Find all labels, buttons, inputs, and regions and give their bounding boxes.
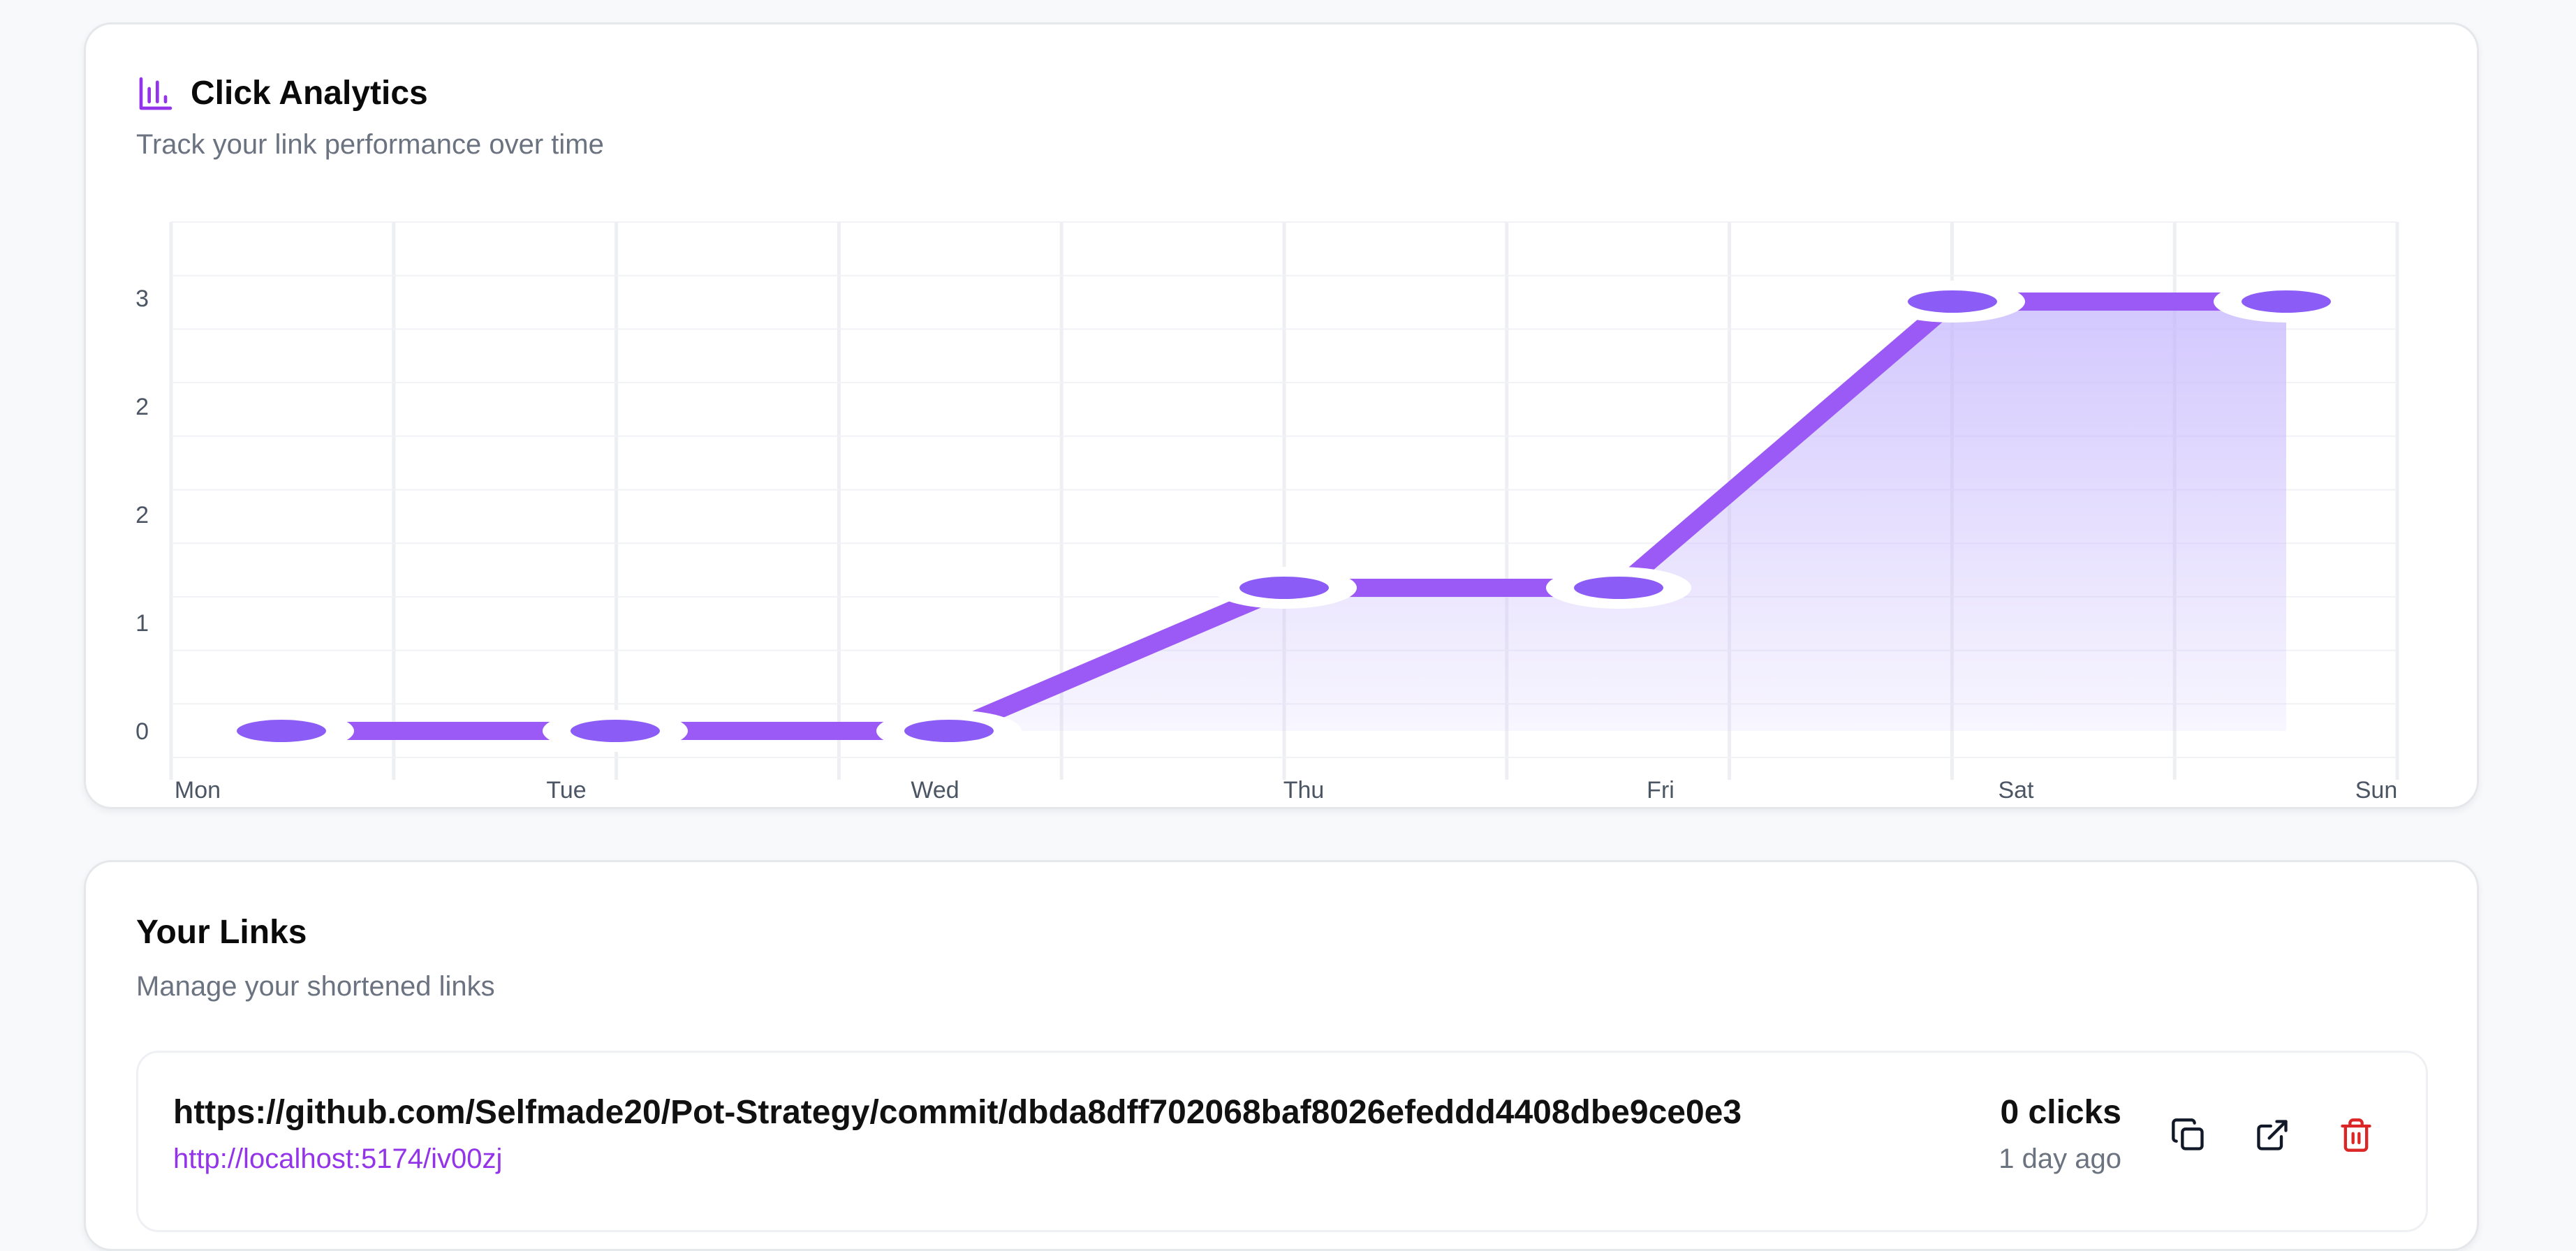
original-url: https://github.com/Selfmade20/Pot-Strate… (173, 1094, 1742, 1131)
x-tick-label: Mon (175, 777, 221, 804)
y-tick-label: 2 (135, 394, 149, 420)
data-point (2214, 281, 2359, 323)
analytics-card: 0 1 2 2 3 Mon Tue Wed Thu Fri Sat Sun Click Analyti… (84, 22, 2479, 809)
x-tick-label: Thu (1283, 777, 1325, 804)
data-point (543, 710, 688, 752)
data-point-marker (1239, 577, 1329, 599)
trash-icon (2338, 1117, 2374, 1157)
y-tick-label: 1 (135, 610, 149, 637)
short-url-link[interactable]: http://localhost:5174/iv00zj (173, 1143, 503, 1174)
data-point (1212, 567, 1357, 609)
data-point (1546, 567, 1691, 609)
y-tick-label: 2 (135, 502, 149, 528)
links-subtitle: Manage your shortened links (136, 970, 495, 1002)
series-area (281, 302, 2286, 731)
links-header: Your Links Manage your shortened links (136, 912, 495, 1002)
data-point (876, 710, 1022, 752)
copy-icon (2170, 1117, 2207, 1157)
analytics-title: Click Analytics (191, 75, 428, 112)
open-link-button[interactable] (2244, 1109, 2300, 1164)
delete-button[interactable] (2328, 1109, 2384, 1164)
link-item: https://github.com/Selfmade20/Pot-Strate… (136, 1051, 2428, 1232)
click-count: 0 clicks (2000, 1094, 2121, 1131)
data-point (1880, 281, 2025, 323)
data-point-marker (2242, 290, 2331, 313)
x-tick-label: Tue (546, 777, 586, 804)
x-tick-label: Fri (1647, 777, 1675, 804)
bar-chart-icon (136, 74, 175, 113)
y-tick-label: 3 (135, 286, 149, 312)
data-point-marker (904, 720, 994, 742)
analytics-header: Click Analytics Track your link performa… (136, 73, 604, 161)
analytics-subtitle: Track your link performance over time (136, 128, 604, 160)
data-point-marker (1908, 290, 1997, 313)
external-link-icon (2254, 1117, 2290, 1157)
copy-button[interactable] (2161, 1109, 2216, 1164)
data-point (209, 710, 354, 752)
links-card: Your Links Manage your shortened links h… (84, 860, 2479, 1251)
y-axis-ticks: 0 1 2 2 3 (135, 286, 149, 745)
data-point-marker (571, 720, 660, 742)
x-tick-label: Sat (1998, 777, 2034, 804)
x-tick-label: Sun (2355, 777, 2398, 804)
x-axis-ticks: Mon Tue Wed Thu Fri Sat Sun (175, 777, 2397, 804)
click-analytics-chart: 0 1 2 2 3 Mon Tue Wed Thu Fri Sat Sun (135, 221, 2399, 804)
chart-area: 0 1 2 2 3 Mon Tue Wed Thu Fri Sat Sun (86, 24, 2481, 811)
data-point-marker (1574, 577, 1663, 599)
y-tick-label: 0 (135, 718, 149, 745)
x-tick-label: Wed (911, 777, 959, 804)
link-age: 1 day ago (1999, 1143, 2121, 1174)
data-point-marker (237, 720, 326, 742)
links-title: Your Links (136, 914, 307, 951)
